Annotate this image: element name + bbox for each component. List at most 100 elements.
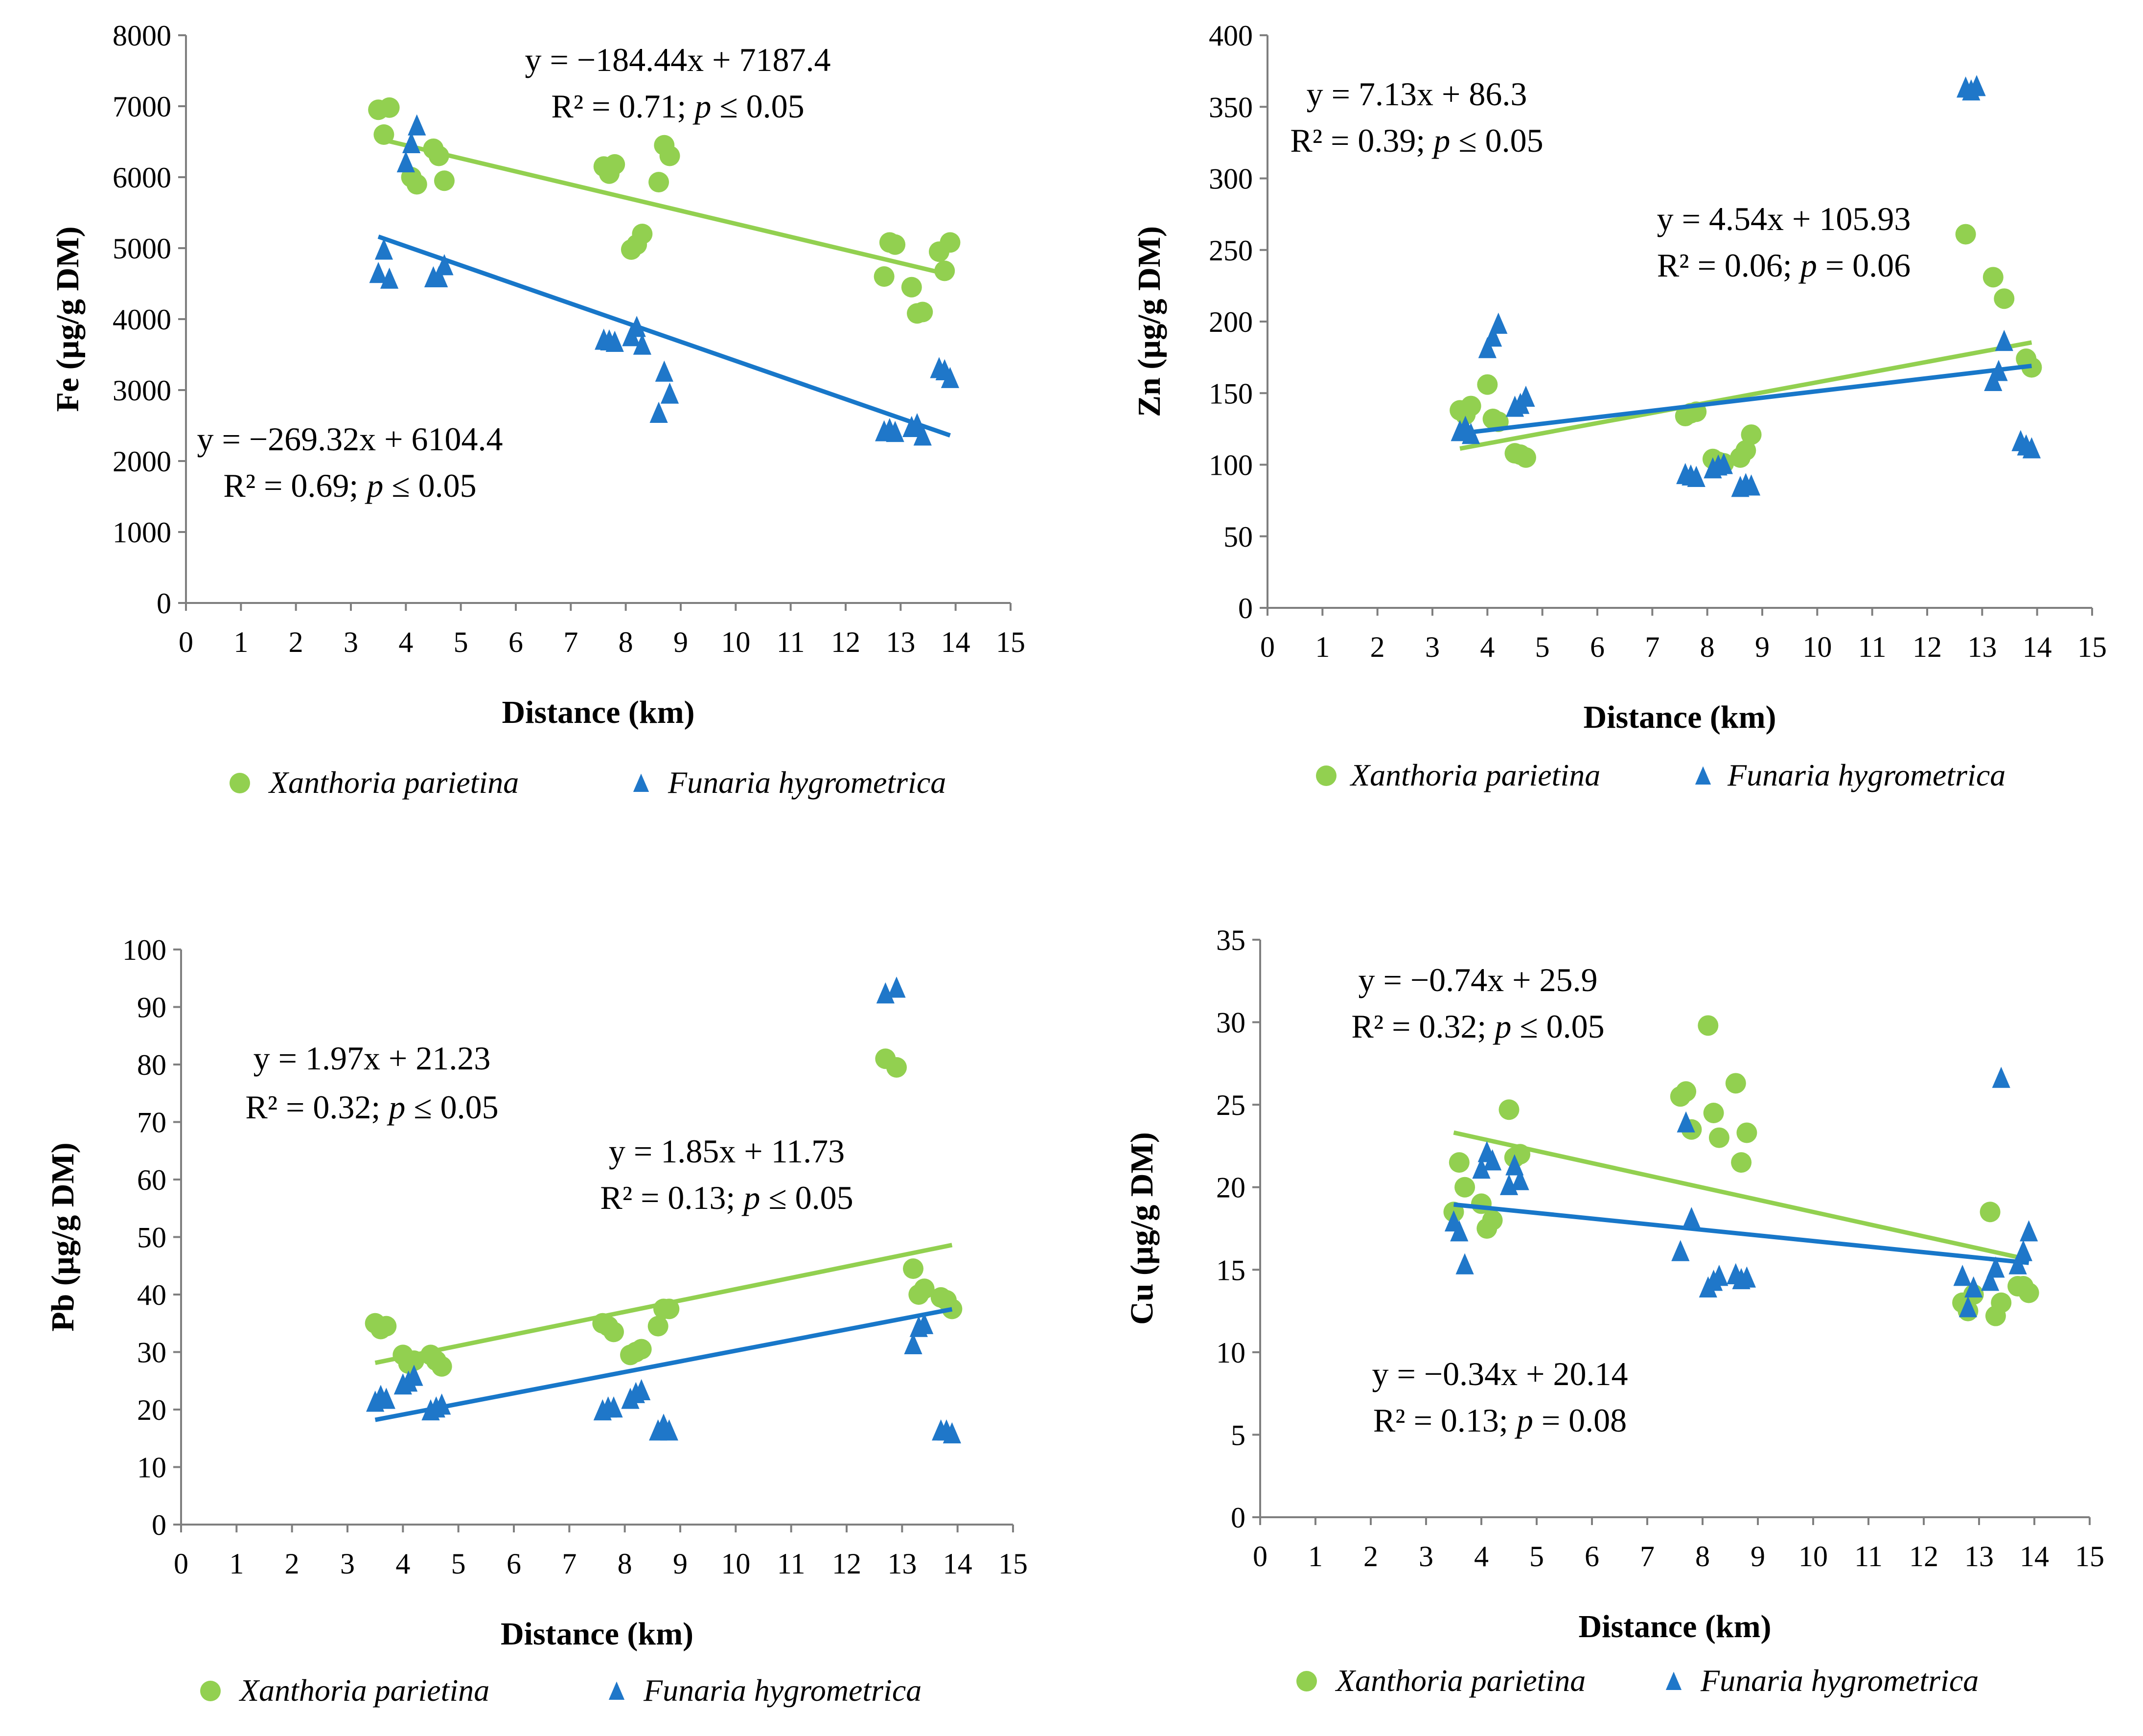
x-tick-label: 15: [2075, 1540, 2104, 1573]
data-point-xanthoria: [1741, 424, 1762, 445]
p-value-text: = 0.08: [1533, 1402, 1627, 1439]
data-point-funaria: [369, 262, 388, 283]
data-point-xanthoria: [659, 1298, 680, 1319]
trendline-funaria: [374, 1307, 953, 1422]
r-squared-p-value: R² = 0.71; p ≤ 0.05: [551, 88, 804, 125]
legend-marker-funaria: [633, 773, 649, 792]
y-tick-label: 60: [137, 1164, 166, 1196]
legend-cu: Xanthoria parietina Funaria hygrometrica: [1296, 1663, 1979, 1698]
p-symbol: p: [692, 88, 711, 125]
legend-marker-funaria: [608, 1681, 625, 1700]
data-point-funaria: [660, 1419, 678, 1441]
y-tick-label: 15: [1216, 1254, 1245, 1286]
x-tick-label: 14: [941, 626, 970, 658]
x-tick-label: 7: [562, 1548, 576, 1580]
data-point-funaria: [913, 424, 932, 446]
data-point-funaria: [1489, 312, 1508, 334]
data-point-xanthoria: [604, 154, 625, 175]
data-point-funaria: [604, 1396, 623, 1418]
x-tick-label: 1: [1315, 631, 1330, 663]
x-tick-label: 3: [1425, 631, 1440, 663]
data-point-funaria: [374, 238, 393, 260]
y-tick-label: 10: [137, 1452, 166, 1484]
data-point-xanthoria: [874, 266, 895, 287]
trendline-equation: y = −184.44x + 7187.4: [525, 41, 830, 78]
data-point-xanthoria: [1980, 1202, 2001, 1223]
data-point-funaria: [1981, 1270, 2000, 1291]
data-point-xanthoria: [1991, 1292, 2012, 1313]
legend-marker-xanthoria: [1296, 1671, 1317, 1691]
data-point-funaria: [1677, 1111, 1695, 1133]
data-point-funaria: [396, 151, 415, 173]
p-value-text: ≤ 0.05: [711, 88, 804, 125]
x-tick-label: 3: [1419, 1540, 1433, 1573]
r-squared-p-value: R² = 0.32; p ≤ 0.05: [1351, 1008, 1604, 1045]
trendline-xanthoria: [1453, 1130, 2029, 1262]
y-tick-label: 250: [1209, 234, 1253, 267]
y-tick-label: 20: [1216, 1172, 1245, 1204]
x-tick-label: 2: [1370, 631, 1385, 663]
data-point-xanthoria: [1735, 440, 1756, 461]
data-point-funaria: [2014, 1240, 2032, 1261]
data-point-xanthoria: [434, 170, 455, 191]
x-tick-label: 14: [2023, 631, 2052, 663]
y-tick-label: 4000: [113, 303, 171, 336]
x-tick-label: 4: [1480, 631, 1495, 663]
data-point-funaria: [1478, 337, 1497, 358]
p-symbol: p: [1515, 1402, 1533, 1439]
y-axis-title: Fe (µg/g DM): [50, 227, 86, 412]
x-tick-label: 14: [2020, 1540, 2049, 1573]
r-squared-text: R² = 0.39;: [1290, 122, 1433, 159]
trendline-equation: y = −0.34x + 20.14: [1372, 1355, 1628, 1392]
y-tick-label: 10: [1216, 1337, 1245, 1369]
data-point-xanthoria: [903, 1258, 923, 1279]
data-point-xanthoria: [1676, 1081, 1697, 1102]
data-point-funaria: [1687, 465, 1705, 487]
trendline-funaria: [1459, 364, 2032, 436]
y-tick-label: 40: [137, 1279, 166, 1311]
p-value-text: ≤ 0.05: [405, 1088, 498, 1126]
y-tick-label: 50: [1223, 521, 1253, 553]
x-tick-label: 6: [1590, 631, 1605, 663]
data-point-xanthoria: [885, 234, 906, 255]
y-tick-label: 100: [1209, 449, 1253, 482]
y-tick-label: 8000: [113, 20, 171, 52]
r-squared-p-value: R² = 0.69; p ≤ 0.05: [223, 467, 476, 504]
data-point-funaria: [1737, 1266, 1756, 1288]
x-tick-label: 2: [289, 626, 303, 658]
x-tick-label: 1: [229, 1548, 244, 1580]
legend-label-xanthoria: Xanthoria parietina: [1349, 758, 1600, 792]
x-tick-label: 1: [1308, 1540, 1323, 1573]
p-symbol: p: [1493, 1008, 1511, 1045]
x-tick-label: 15: [996, 626, 1025, 658]
data-point-xanthoria: [1994, 288, 2015, 309]
y-tick-label: 6000: [113, 162, 171, 194]
r-squared-p-value: R² = 0.13; p ≤ 0.05: [600, 1179, 853, 1216]
y-tick-label: 35: [1216, 924, 1245, 956]
y-tick-label: 300: [1209, 163, 1253, 195]
y-axis-title: Pb (µg/g DM): [45, 1142, 81, 1331]
data-point-xanthoria: [1731, 1152, 1752, 1173]
trendline-funaria: [377, 234, 951, 438]
p-symbol: p: [1431, 122, 1450, 159]
p-value-text: ≤ 0.05: [1511, 1008, 1604, 1045]
x-tick-label: 9: [673, 626, 688, 658]
p-value-text: = 0.06: [1817, 247, 1911, 284]
data-point-xanthoria: [1482, 1210, 1503, 1231]
data-point-funaria: [1953, 1265, 1972, 1286]
data-point-xanthoria: [1698, 1015, 1719, 1036]
data-point-funaria: [915, 1313, 934, 1334]
data-point-xanthoria: [2018, 1282, 2039, 1303]
data-point-funaria: [1517, 385, 1535, 407]
data-point-funaria: [1682, 1207, 1701, 1228]
data-point-funaria: [943, 1422, 961, 1444]
data-point-funaria: [627, 316, 646, 337]
data-point-funaria: [605, 330, 624, 352]
trendline-equation: y = −269.32x + 6104.4: [197, 420, 503, 458]
r-squared-p-value: R² = 0.13; p = 0.08: [1373, 1402, 1627, 1439]
r-squared-p-value: R² = 0.06; p = 0.06: [1657, 247, 1911, 284]
x-tick-label: 12: [831, 626, 860, 658]
